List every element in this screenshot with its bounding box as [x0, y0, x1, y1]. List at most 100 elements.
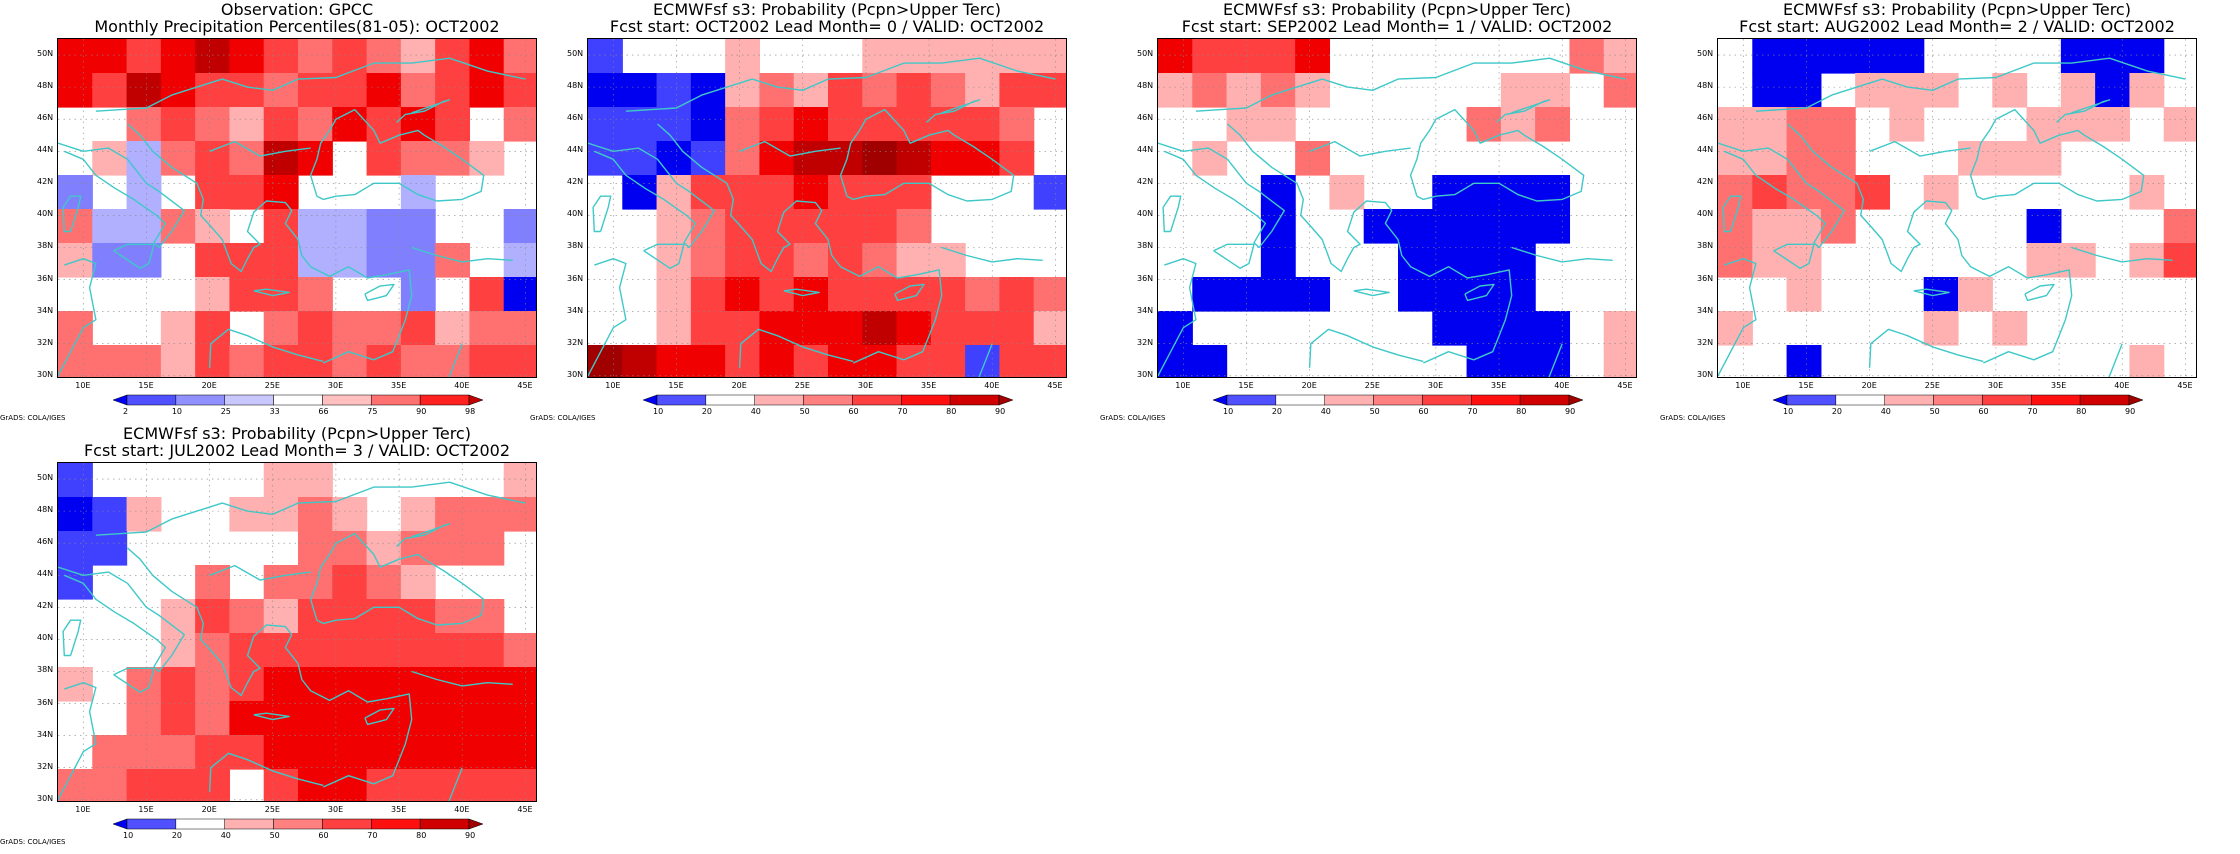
grid-cell [656, 141, 692, 176]
lat-tick-label: 42N [37, 177, 54, 187]
lon-tick-label: 10E [1175, 381, 1191, 390]
coastline [1913, 288, 1950, 297]
grid-cell [656, 73, 692, 108]
grads-credit: GrADS: COLA/IGES [1660, 414, 1726, 422]
lon-tick-label: 25E [264, 805, 280, 814]
lon-tick-label: 20E [201, 805, 217, 814]
grid-cell [2129, 345, 2165, 377]
grid-cell [229, 599, 265, 634]
grid-cell [999, 73, 1035, 108]
colorbar-swatch [1933, 394, 1983, 406]
colorbar-label: 60 [1978, 407, 1989, 416]
lat-tick-label: 34N [37, 305, 54, 315]
grid-cell [930, 141, 966, 176]
colorbar-swatch [112, 394, 128, 406]
colorbar-label: 75 [367, 407, 378, 416]
coastline [1195, 57, 1626, 112]
colorbar-swatch [1835, 394, 1885, 406]
grid-cell [366, 667, 402, 702]
grid-cell [965, 107, 1001, 142]
grid-cell [725, 277, 761, 312]
grid-cell [366, 633, 402, 668]
grid-cell [366, 107, 402, 142]
panel-title-line1: ECMWFsf s3: Probability (Pcpn>Upper Terc… [1783, 0, 2131, 19]
coastline [1755, 57, 2186, 112]
grid-cell [298, 735, 333, 770]
grid-cell [503, 277, 536, 312]
grid-cell [2095, 39, 2131, 74]
grid-cell [690, 243, 726, 278]
grid-cell [2129, 39, 2165, 74]
panel-title: Observation: GPCC Monthly Precipitation P… [57, 1, 537, 35]
panel-title: ECMWFsf s3: Probability (Pcpn>Upper Terc… [1157, 1, 1637, 35]
grid-cell [195, 141, 231, 176]
grid-cell [1033, 277, 1066, 312]
grads-credit: GrADS: COLA/IGES [0, 838, 66, 846]
coastline [1548, 343, 1563, 377]
colorbar-label: 90 [416, 407, 427, 416]
grid-cell [1718, 141, 1753, 176]
lat-tick-label: 46N [37, 113, 54, 123]
grid-cell [1603, 345, 1636, 377]
colorbar-swatch [2031, 394, 2081, 406]
grid-cell [332, 345, 368, 377]
grid-cell [503, 769, 536, 801]
colorbar-label: 50 [799, 407, 810, 416]
grid-cell [229, 497, 265, 532]
grid-cell [503, 73, 536, 108]
lat-tick-label: 34N [1697, 305, 1714, 315]
colorbar [112, 818, 484, 830]
grid-cell [92, 531, 128, 566]
lon-tick-label: 20E [731, 381, 747, 390]
grid-cell [1260, 277, 1296, 312]
lat-tick-label: 36N [567, 273, 584, 283]
coastline [1409, 108, 1585, 202]
grid-cell [1786, 345, 1822, 377]
grid-cell [1752, 107, 1788, 142]
grid-cell [1432, 277, 1468, 312]
colorbar-swatch [2079, 394, 2130, 406]
grid-cell [896, 209, 932, 244]
colorbar-label: 70 [1467, 407, 1478, 416]
grid-cell [965, 141, 1001, 176]
grid-cell [58, 73, 93, 108]
grid-cell [195, 769, 231, 801]
grid-cell [1535, 73, 1571, 108]
coastline [1496, 99, 1551, 123]
grid-cell [896, 141, 932, 176]
grid-cell [435, 39, 471, 74]
grid-cell [1432, 311, 1468, 346]
grid-cell [435, 769, 471, 801]
grid-cell [1158, 73, 1193, 108]
colorbar-label: 66 [318, 407, 329, 416]
grid-cell [1569, 39, 1605, 74]
grid-cell [725, 39, 761, 74]
grid-cell [1820, 107, 1856, 142]
colorbar-label: 90 [995, 407, 1006, 416]
coastline [309, 532, 485, 626]
lat-tick-label: 32N [1137, 337, 1154, 347]
colorbar-swatch [949, 394, 1000, 406]
panel-title-line1: ECMWFsf s3: Probability (Pcpn>Upper Terc… [123, 424, 471, 443]
grid-cell [793, 107, 829, 142]
colorbar-swatch [705, 394, 755, 406]
grid-cell [759, 107, 795, 142]
grid-cell [263, 463, 299, 498]
grid-cell [930, 243, 966, 278]
coastline [253, 712, 290, 721]
grid-cell [1500, 175, 1536, 210]
grid-cell [503, 497, 536, 532]
grid-cell [1718, 175, 1753, 210]
grid-cell [160, 73, 196, 108]
grid-cell [126, 667, 162, 702]
grid-cell [690, 277, 726, 312]
coastline [113, 243, 155, 270]
grid-cell [435, 73, 471, 108]
grid-cell [1603, 39, 1636, 74]
lon-tick-label: 35E [391, 805, 407, 814]
coastline [364, 283, 395, 302]
grid-cell [1192, 345, 1228, 377]
grid-cell [896, 107, 932, 142]
grid-cell [793, 141, 829, 176]
map-panel-observation: Observation: GPCC Monthly Precipitation P… [0, 0, 597, 430]
